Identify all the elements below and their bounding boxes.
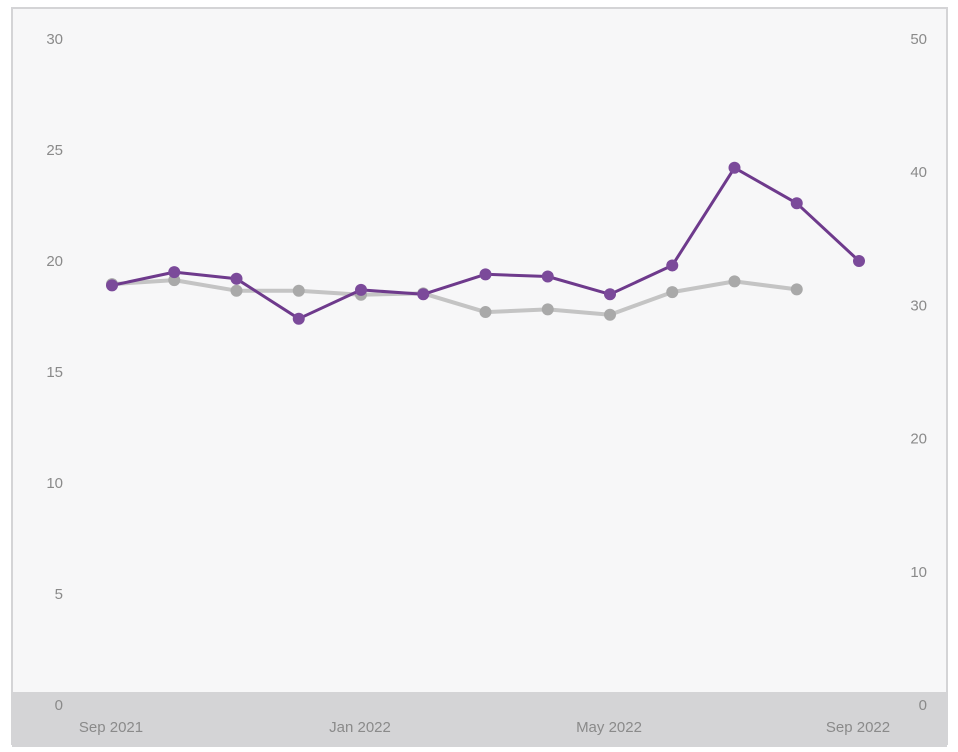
x-axis: Sep 2021 Jan 2022 May 2022 Sep 2022 xyxy=(79,719,890,736)
data-point-secondary xyxy=(230,284,243,297)
data-point-primary xyxy=(728,161,741,174)
series-line-secondary xyxy=(110,278,799,317)
data-point-primary xyxy=(666,259,679,272)
data-point-secondary xyxy=(790,283,803,296)
left-tick-label: 25 xyxy=(46,142,63,159)
left-tick-label: 20 xyxy=(46,253,63,270)
right-axis: 0 10 20 30 40 50 xyxy=(910,31,927,714)
data-point-primary xyxy=(106,279,118,292)
left-axis: 0 5 10 15 20 25 30 xyxy=(46,31,63,714)
data-point-primary xyxy=(230,272,243,285)
x-tick-label: Jan 2022 xyxy=(329,719,391,736)
data-point-secondary xyxy=(292,284,305,297)
data-point-secondary xyxy=(479,306,492,319)
data-point-primary xyxy=(168,266,181,279)
data-point-secondary xyxy=(666,286,679,299)
right-tick-label: 50 xyxy=(910,31,927,48)
left-tick-label: 15 xyxy=(46,364,63,381)
left-tick-label: 0 xyxy=(55,697,63,714)
data-point-primary xyxy=(604,288,616,301)
data-point-primary xyxy=(355,283,367,296)
data-point-secondary xyxy=(604,308,616,321)
x-tick-label: May 2022 xyxy=(576,719,642,736)
x-tick-label: Sep 2022 xyxy=(826,719,890,736)
data-point-secondary xyxy=(541,303,554,316)
right-tick-label: 0 xyxy=(919,697,927,714)
right-tick-label: 10 xyxy=(910,564,927,581)
left-tick-label: 30 xyxy=(46,31,63,48)
right-tick-label: 30 xyxy=(910,297,927,314)
data-point-primary xyxy=(417,288,430,301)
right-tick-label: 20 xyxy=(910,431,927,448)
x-axis-band xyxy=(12,692,947,747)
data-point-primary xyxy=(790,197,803,210)
left-tick-label: 10 xyxy=(46,475,63,492)
data-point-primary xyxy=(292,312,305,325)
data-point-primary xyxy=(479,268,492,281)
left-tick-label: 5 xyxy=(55,586,63,603)
right-tick-label: 40 xyxy=(910,164,927,181)
x-tick-label: Sep 2021 xyxy=(79,719,143,736)
series-layer xyxy=(106,161,865,325)
data-point-secondary xyxy=(728,275,741,288)
plot-frame xyxy=(11,7,948,745)
data-point-primary xyxy=(541,270,554,283)
data-point-primary xyxy=(853,255,865,267)
